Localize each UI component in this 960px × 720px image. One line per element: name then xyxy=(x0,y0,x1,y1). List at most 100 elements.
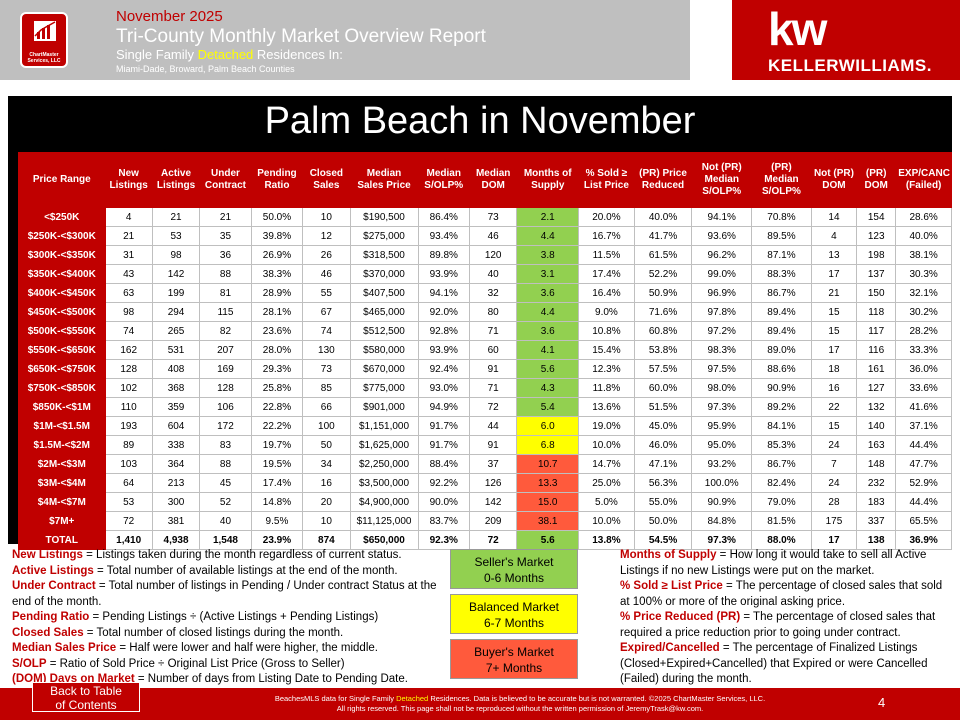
table-cell: 26.9% xyxy=(250,245,304,265)
table-cell: 11.8% xyxy=(578,378,635,398)
table-cell: 140 xyxy=(856,416,897,436)
table-cell: 84.1% xyxy=(751,416,812,436)
header-banner xyxy=(0,0,690,80)
column-header: Under Contract xyxy=(199,152,252,208)
table-cell: 37 xyxy=(468,454,518,474)
table-cell: 28 xyxy=(810,492,858,512)
report-counties: Miami-Dade, Broward, Palm Beach Counties xyxy=(116,64,295,74)
table-cell: 150 xyxy=(856,283,897,303)
table-cell: 89.2% xyxy=(751,397,812,417)
table-row: $4M-<$7M 53 300 52 14.8% 20 $4,900,000 90.0% 142… xyxy=(18,492,952,512)
table-cell: $775,000 xyxy=(349,378,419,398)
table-cell: 18 xyxy=(810,359,858,379)
months-supply-cell: 3.6 xyxy=(516,283,580,303)
table-cell: 38.3% xyxy=(250,264,304,284)
table-cell: $1,625,000 xyxy=(349,435,419,455)
table-cell: 172 xyxy=(199,416,252,436)
table-cell: 92.0% xyxy=(417,302,470,322)
table-cell: $580,000 xyxy=(349,340,419,360)
table-cell: 21 xyxy=(151,207,201,227)
table-cell: 95.0% xyxy=(691,435,753,455)
table-cell: 15 xyxy=(810,302,858,322)
table-cell: 92.3% xyxy=(417,530,470,550)
table-cell: 17 xyxy=(810,340,858,360)
price-range-cell: $1M-<$1.5M xyxy=(18,416,106,436)
table-cell: 175 xyxy=(810,511,858,531)
table-cell: 89.0% xyxy=(751,340,812,360)
table-cell: 63 xyxy=(104,283,153,303)
table-cell: 128 xyxy=(104,359,153,379)
table-cell: $650,000 xyxy=(349,530,419,550)
table-cell: 531 xyxy=(151,340,201,360)
table-cell: 65.5% xyxy=(895,511,952,531)
table-cell: 15 xyxy=(810,416,858,436)
price-range-cell: $7M+ xyxy=(18,511,106,531)
definition-item: % Price Reduced (PR) = The percentage of… xyxy=(620,610,954,641)
table-cell: 44 xyxy=(468,416,518,436)
column-header: Active Listings xyxy=(151,152,201,208)
table-cell: 72 xyxy=(104,511,153,531)
table-cell: 89.5% xyxy=(751,226,812,246)
table-cell: 97.2% xyxy=(691,321,753,341)
table-cell: 148 xyxy=(856,454,897,474)
table-cell: 41.7% xyxy=(633,226,693,246)
back-button-label: of Contents xyxy=(55,698,117,712)
definition-item: Under Contract = Total number of listing… xyxy=(12,579,452,610)
legend-label: Seller's Market xyxy=(474,555,554,569)
legend-range: 6-7 Months xyxy=(483,616,545,630)
table-cell: $901,000 xyxy=(349,397,419,417)
table-cell: 193 xyxy=(104,416,153,436)
table-cell: 88.3% xyxy=(751,264,812,284)
table-cell: 89.4% xyxy=(751,321,812,341)
table-cell: 4 xyxy=(810,226,858,246)
table-cell: 74 xyxy=(302,321,351,341)
months-supply-cell: 13.3 xyxy=(516,473,580,493)
table-cell: 21 xyxy=(199,207,252,227)
table-cell: 35 xyxy=(199,226,252,246)
table-cell: 23.9% xyxy=(250,530,304,550)
table-cell: 40.0% xyxy=(633,207,693,227)
table-cell: $2,250,000 xyxy=(349,454,419,474)
table-cell: 45.0% xyxy=(633,416,693,436)
column-header: Median Sales Price xyxy=(349,152,419,208)
table-cell: 4,938 xyxy=(151,530,201,550)
table-cell: 86.7% xyxy=(751,454,812,474)
table-cell: 74 xyxy=(104,321,153,341)
table-cell: 81 xyxy=(199,283,252,303)
back-to-contents-button[interactable]: Back to Table of Contents xyxy=(32,682,140,712)
table-cell: 23.6% xyxy=(250,321,304,341)
table-cell: 97.5% xyxy=(691,359,753,379)
table-cell: 106 xyxy=(199,397,252,417)
table-cell: 9.5% xyxy=(250,511,304,531)
table-cell: 85.3% xyxy=(751,435,812,455)
table-cell: 89 xyxy=(104,435,153,455)
table-cell: 22.2% xyxy=(250,416,304,436)
table-row: $400K-<$450K 63 199 81 28.9% 55 $407,500 94.1% 3… xyxy=(18,283,952,303)
table-cell: 98.0% xyxy=(691,378,753,398)
months-supply-cell: 4.4 xyxy=(516,226,580,246)
definition-item: New Listings = Listings taken during the… xyxy=(12,548,452,564)
definition-text: = How long it would take to sell all Act… xyxy=(620,549,927,577)
table-cell: 91.7% xyxy=(417,416,470,436)
table-cell: 14 xyxy=(810,207,858,227)
table-cell: 368 xyxy=(151,378,201,398)
table-cell: 53 xyxy=(104,492,153,512)
legend-label: Balanced Market xyxy=(468,600,560,614)
table-cell: 84.8% xyxy=(691,511,753,531)
definition-term: S/OLP xyxy=(12,657,47,670)
market-panel: Palm Beach in November Price Range New Li… xyxy=(8,96,952,550)
table-cell: 88 xyxy=(199,264,252,284)
table-cell: 55.0% xyxy=(633,492,693,512)
table-cell: 294 xyxy=(151,302,201,322)
table-cell: 71 xyxy=(468,378,518,398)
table-cell: 52.2% xyxy=(633,264,693,284)
table-cell: 126 xyxy=(468,473,518,493)
table-cell: 32.1% xyxy=(895,283,952,303)
table-row: $300K-<$350K 31 98 36 26.9% 26 $318,500 89.8% 12… xyxy=(18,245,952,265)
definition-term: Months of Supply xyxy=(620,549,717,561)
table-row: $850K-<$1M 110 359 106 22.8% 66 $901,000 94.9% 7… xyxy=(18,397,952,417)
table-cell: 87.1% xyxy=(751,245,812,265)
disclaimer: BeachesMLS data for Single Family Detach… xyxy=(160,694,880,714)
definition-text: = The percentage of closed sales that re… xyxy=(620,611,936,639)
table-cell: 115 xyxy=(199,302,252,322)
